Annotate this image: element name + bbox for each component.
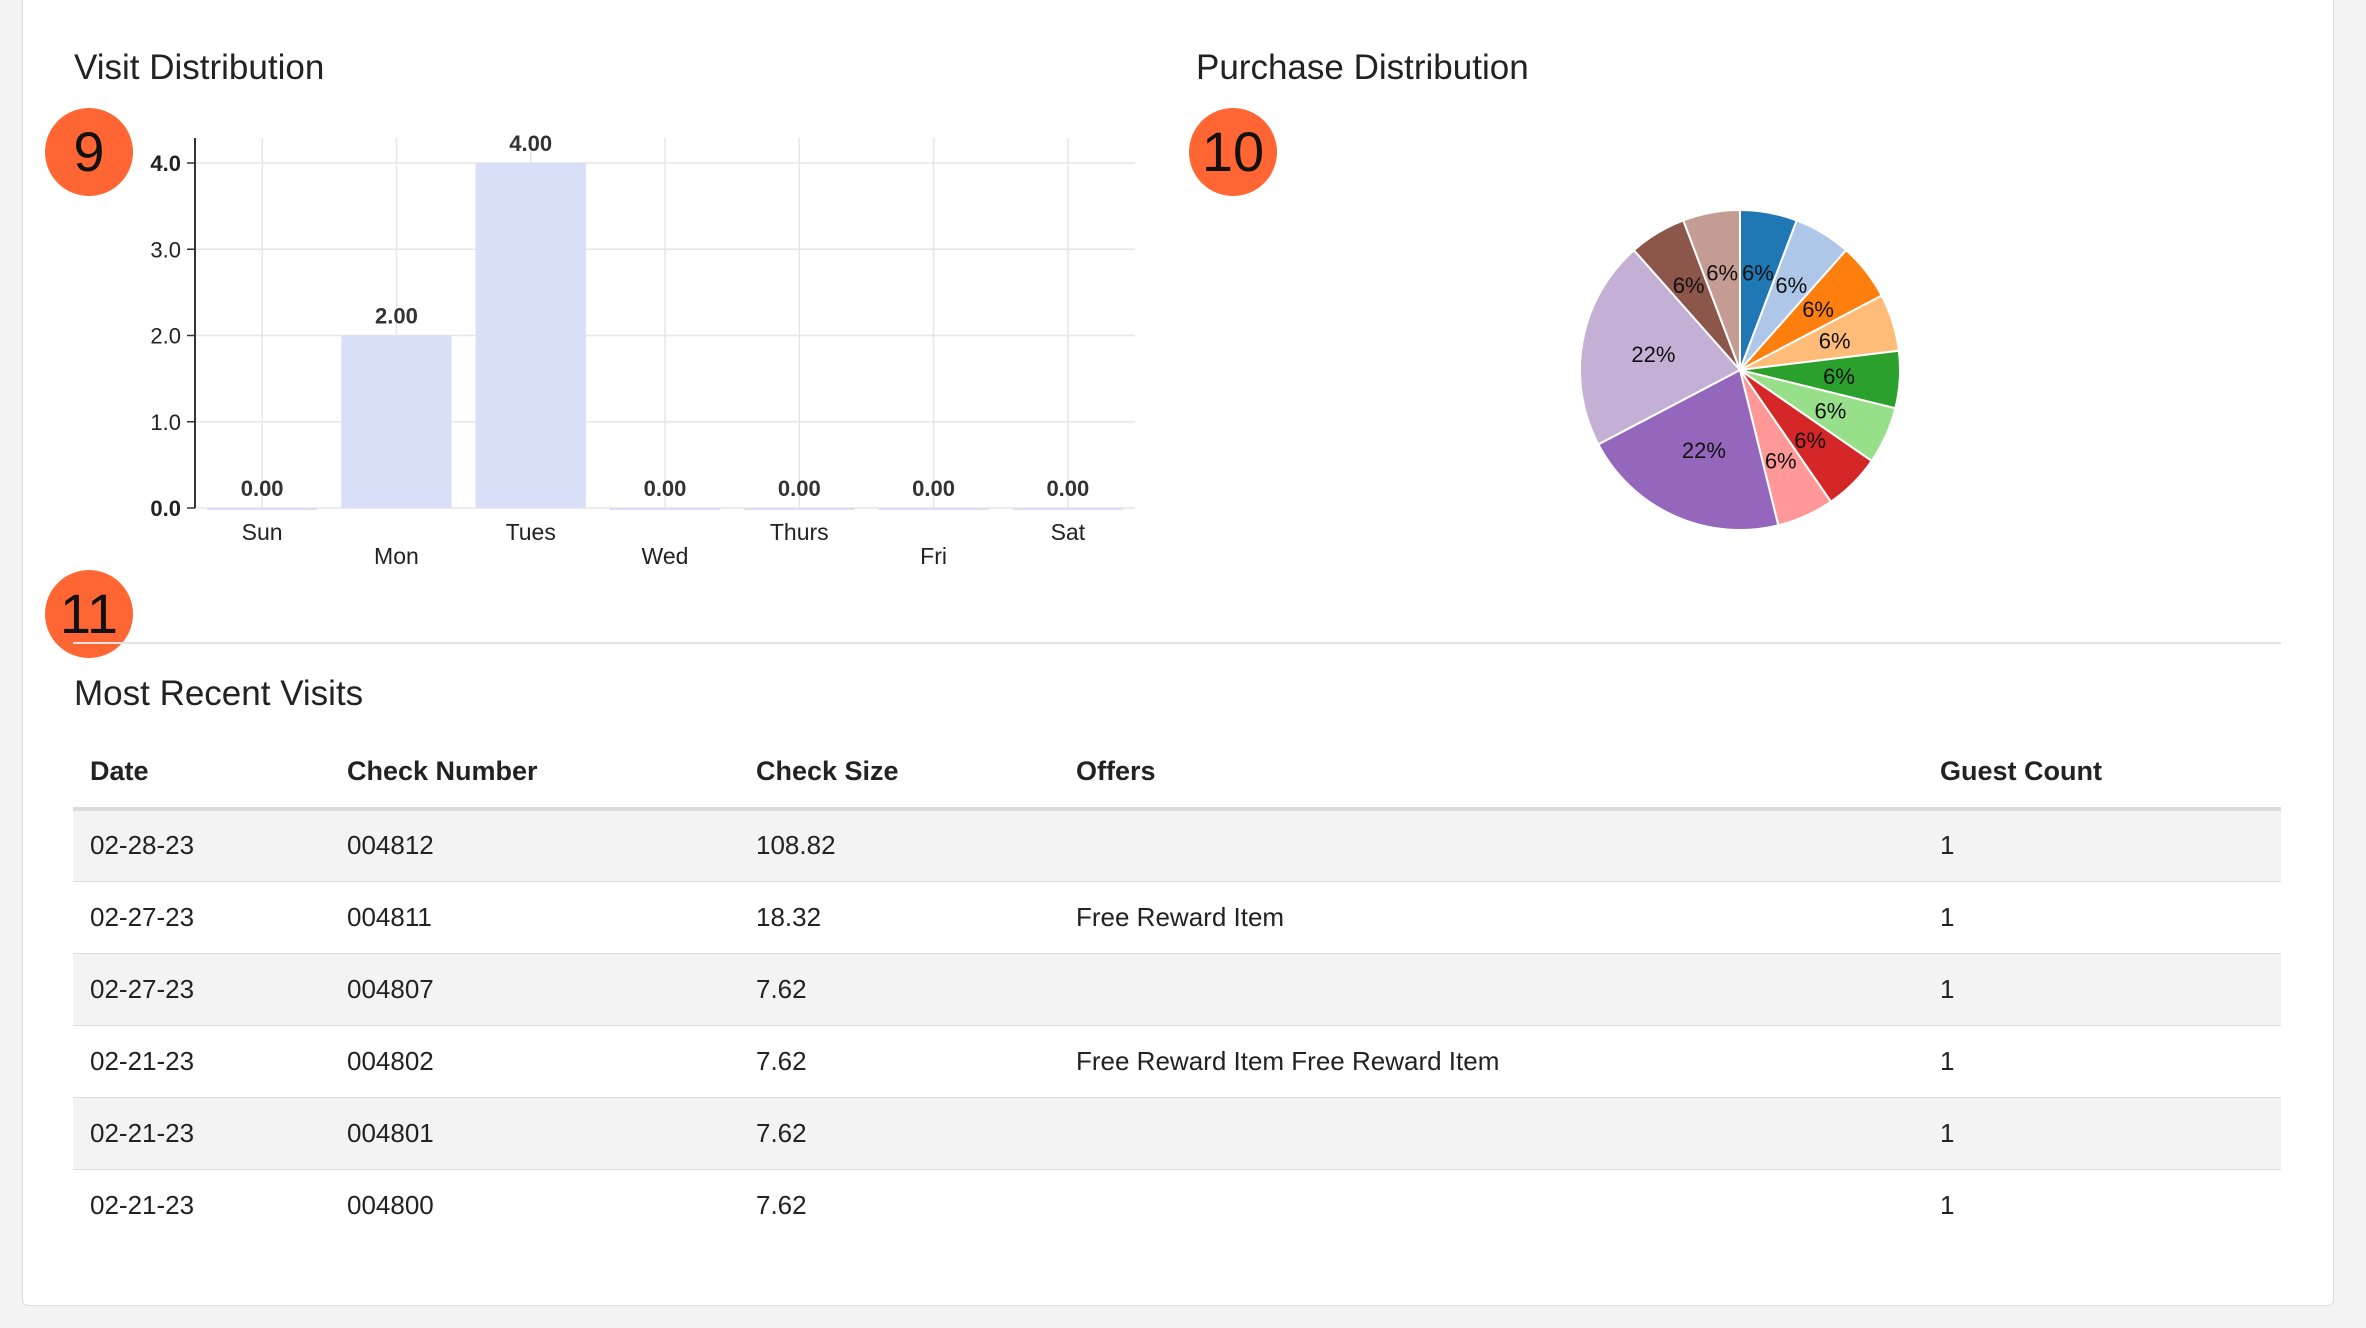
cell-guest-count: 1 xyxy=(1940,973,1955,1004)
purchase-distribution-title: Purchase Distribution xyxy=(1196,48,1529,87)
x-category-label: Fri xyxy=(920,543,947,569)
column-header-check-size[interactable]: Check Size xyxy=(756,755,899,786)
bar-value-label: 0.00 xyxy=(1046,476,1089,501)
bar xyxy=(207,508,318,510)
bar xyxy=(878,508,989,510)
y-tick-label: 0.0 xyxy=(150,496,181,521)
visit-distribution-title: Visit Distribution xyxy=(74,48,325,87)
table-row: 02-21-23 004800 7.62 1 xyxy=(73,1169,2281,1241)
cell-check-number: 004800 xyxy=(347,1189,434,1220)
cell-check-size: 7.62 xyxy=(756,1189,807,1220)
cell-guest-count: 1 xyxy=(1940,830,1955,861)
y-tick-label: 3.0 xyxy=(150,237,181,262)
cell-date: 02-21-23 xyxy=(90,1045,195,1076)
pie-slice-label: 22% xyxy=(1682,438,1726,463)
cell-check-number: 004801 xyxy=(347,1117,434,1148)
cell-date: 02-27-23 xyxy=(90,973,195,1004)
x-category-label: Thurs xyxy=(770,519,829,545)
section-divider xyxy=(73,642,2281,644)
pie-slice xyxy=(1681,208,1741,371)
pie-slice-label: 6% xyxy=(1742,260,1774,285)
bar xyxy=(1012,508,1123,510)
table-row: 02-27-23 004811 18.32 Free Reward Item 1 xyxy=(73,881,2281,953)
cell-check-size: 7.62 xyxy=(756,1117,807,1148)
cell-offers: Free Reward Item Free Reward Item xyxy=(1076,1045,1500,1076)
x-category-label: Mon xyxy=(374,543,419,569)
pie-slice-label: 6% xyxy=(1802,297,1834,322)
x-category-label: Sat xyxy=(1051,519,1086,545)
cell-offers: Free Reward Item xyxy=(1076,901,1285,932)
bar-value-label: 0.00 xyxy=(644,476,687,501)
column-header-date[interactable]: Date xyxy=(90,755,149,786)
cell-check-size: 18.32 xyxy=(756,901,822,932)
bar-value-label: 0.00 xyxy=(912,476,955,501)
purchase-distribution-chart: 6%6%6%6%6%6%6%6%22%22%6%6% xyxy=(1579,208,1901,531)
pie-slice-label: 6% xyxy=(1815,399,1847,424)
pie-slice-label: 6% xyxy=(1673,273,1705,298)
cell-offers xyxy=(1059,1169,1923,1241)
column-header-offers[interactable]: Offers xyxy=(1076,755,1156,786)
dashboard-panel xyxy=(22,0,2334,1306)
bar xyxy=(475,163,586,508)
table-row: 02-27-23 004807 7.62 1 xyxy=(73,953,2281,1025)
y-tick-label: 4.0 xyxy=(150,151,181,176)
table-header-row: Date Check Number Check Size Offers Gues… xyxy=(73,735,2281,809)
cell-offers xyxy=(1059,1097,1923,1169)
step-badge-10: 10 xyxy=(1189,108,1277,196)
step-badge-9: 9 xyxy=(45,108,133,196)
cell-guest-count: 1 xyxy=(1940,1045,1955,1076)
pie-slice-label: 22% xyxy=(1631,342,1675,367)
cell-guest-count: 1 xyxy=(1940,1189,1955,1220)
column-header-guest-count[interactable]: Guest Count xyxy=(1940,755,2102,786)
bar-value-label: 0.00 xyxy=(778,476,821,501)
pie-slice-label: 6% xyxy=(1706,260,1738,285)
cell-check-size: 7.62 xyxy=(756,1045,807,1076)
pie-slice-label: 6% xyxy=(1819,328,1851,353)
bar-value-label: 0.00 xyxy=(241,476,284,501)
bar xyxy=(341,335,452,508)
cell-guest-count: 1 xyxy=(1940,1117,1955,1148)
recent-visits-table: Date Check Number Check Size Offers Gues… xyxy=(73,735,2281,1241)
visit-distribution-chart: 0.0 1.0 2.0 3.0 4.0 0.00 Sun 2.00 Mon 4.00 Tues 0.0… xyxy=(150,131,1135,569)
x-category-label: Wed xyxy=(642,543,689,569)
table-row: 02-28-23 004812 108.82 1 xyxy=(73,809,2281,881)
cell-check-size: 7.62 xyxy=(756,973,807,1004)
step-badge-11: 11 xyxy=(45,570,133,658)
cell-date: 02-21-23 xyxy=(90,1189,195,1220)
x-category-label: Sun xyxy=(242,519,283,545)
cell-check-number: 004802 xyxy=(347,1045,434,1076)
y-tick-label: 2.0 xyxy=(150,324,181,349)
cell-offers xyxy=(1059,953,1923,1025)
cell-date: 02-21-23 xyxy=(90,1117,195,1148)
pie-slice-label: 6% xyxy=(1765,448,1797,473)
bar-value-label: 4.00 xyxy=(509,131,552,156)
cell-check-number: 004812 xyxy=(347,830,434,861)
bar-value-label: 2.00 xyxy=(375,304,418,329)
cell-date: 02-28-23 xyxy=(90,830,195,861)
recent-visits-title: Most Recent Visits xyxy=(74,674,364,713)
cell-check-number: 004807 xyxy=(347,973,434,1004)
cell-offers xyxy=(1059,809,1923,881)
pie-slice xyxy=(1579,248,1742,446)
bar xyxy=(744,508,855,510)
table-row: 02-21-23 004802 7.62 Free Reward Item Fr… xyxy=(73,1025,2281,1097)
y-tick-label: 1.0 xyxy=(150,410,181,435)
pie-slice xyxy=(1596,368,1780,531)
cell-check-number: 004811 xyxy=(347,901,432,932)
pie-slice-label: 6% xyxy=(1794,428,1826,453)
cell-check-size: 108.82 xyxy=(756,830,836,861)
bar xyxy=(609,508,721,510)
column-header-check-number[interactable]: Check Number xyxy=(347,755,538,786)
cell-guest-count: 1 xyxy=(1940,901,1955,932)
pie-slice-label: 6% xyxy=(1823,364,1855,389)
table-row: 02-21-23 004801 7.62 1 xyxy=(73,1097,2281,1169)
cell-date: 02-27-23 xyxy=(90,901,195,932)
pie-slice-label: 6% xyxy=(1775,273,1807,298)
x-category-label: Tues xyxy=(506,519,556,545)
